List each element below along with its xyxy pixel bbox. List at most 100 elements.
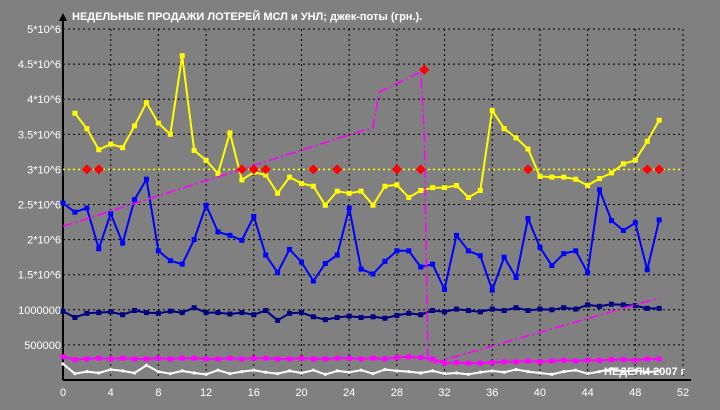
data-point bbox=[287, 174, 293, 180]
data-point bbox=[430, 185, 436, 191]
data-point bbox=[120, 355, 126, 361]
data-point bbox=[383, 367, 387, 372]
data-point bbox=[656, 356, 662, 362]
data-point bbox=[526, 369, 530, 374]
data-point bbox=[61, 362, 65, 366]
data-point bbox=[298, 259, 304, 265]
data-point bbox=[109, 367, 113, 372]
data-point bbox=[394, 312, 400, 318]
data-point bbox=[310, 278, 316, 284]
data-point bbox=[525, 308, 531, 314]
data-point bbox=[251, 213, 257, 219]
data-point bbox=[442, 372, 447, 376]
data-point bbox=[132, 123, 138, 129]
data-point bbox=[96, 355, 102, 361]
data-point bbox=[642, 164, 653, 175]
data-point bbox=[298, 355, 304, 361]
data-point bbox=[322, 317, 328, 323]
data-point bbox=[418, 355, 424, 361]
data-point bbox=[382, 315, 388, 321]
data-point bbox=[501, 308, 507, 314]
data-point bbox=[168, 372, 172, 376]
data-point bbox=[96, 310, 102, 316]
series-layer bbox=[60, 53, 683, 376]
data-point bbox=[236, 164, 247, 175]
data-point bbox=[346, 355, 352, 361]
data-point bbox=[264, 370, 268, 374]
data-point bbox=[167, 131, 173, 137]
data-point bbox=[537, 244, 543, 250]
data-point bbox=[132, 308, 138, 314]
data-point bbox=[263, 355, 269, 361]
tick-labels: 500000 1000000 1.5*10^6 2*10^6 2.5*10^6 3*10^… bbox=[18, 24, 689, 399]
data-point bbox=[179, 261, 185, 267]
data-point bbox=[430, 308, 436, 314]
data-point bbox=[597, 176, 603, 182]
data-point bbox=[121, 369, 125, 373]
data-point bbox=[501, 359, 507, 365]
data-point bbox=[132, 371, 137, 375]
data-point bbox=[252, 368, 256, 372]
series-6 bbox=[62, 71, 660, 365]
data-point bbox=[537, 306, 543, 312]
x-tick-label: 12 bbox=[200, 387, 212, 399]
data-point bbox=[561, 174, 567, 180]
data-point bbox=[562, 369, 566, 374]
data-point bbox=[382, 356, 388, 362]
data-point bbox=[60, 308, 66, 314]
data-point bbox=[60, 200, 66, 206]
data-point bbox=[465, 248, 471, 254]
data-point bbox=[144, 363, 149, 367]
data-point bbox=[346, 205, 352, 211]
data-point bbox=[72, 209, 78, 215]
data-point bbox=[371, 372, 375, 376]
data-point bbox=[93, 164, 104, 175]
y-tick-label: 1.5*10^6 bbox=[18, 270, 61, 282]
data-point bbox=[573, 358, 579, 364]
data-point bbox=[84, 310, 90, 316]
data-point bbox=[585, 357, 591, 363]
data-point bbox=[248, 164, 259, 175]
data-point bbox=[346, 313, 352, 319]
data-point bbox=[654, 164, 665, 175]
x-tick-label: 24 bbox=[343, 387, 355, 399]
y-tick-label: 3*10^6 bbox=[27, 164, 61, 176]
data-point bbox=[143, 100, 149, 106]
data-point bbox=[180, 369, 184, 373]
data-point bbox=[308, 164, 319, 175]
data-point bbox=[620, 302, 626, 308]
data-point bbox=[621, 369, 625, 374]
data-point bbox=[609, 367, 614, 371]
data-point bbox=[275, 270, 281, 276]
data-point bbox=[227, 130, 233, 136]
data-point bbox=[442, 309, 448, 315]
data-point bbox=[299, 371, 304, 375]
data-point bbox=[143, 176, 149, 182]
data-point bbox=[334, 355, 340, 361]
y-tick-label: 2.5*10^6 bbox=[18, 200, 61, 212]
data-point bbox=[585, 270, 591, 276]
y-tick-label: 3.5*10^6 bbox=[18, 129, 61, 141]
data-point bbox=[108, 356, 114, 362]
data-point bbox=[215, 356, 221, 362]
data-point bbox=[240, 369, 244, 374]
data-point bbox=[358, 188, 364, 194]
data-point bbox=[477, 309, 483, 315]
data-point bbox=[391, 164, 402, 175]
data-point bbox=[179, 310, 185, 316]
data-point bbox=[418, 187, 424, 193]
data-point bbox=[478, 370, 482, 374]
data-point bbox=[167, 308, 173, 314]
data-point bbox=[358, 266, 364, 272]
data-point bbox=[310, 183, 316, 189]
data-point bbox=[608, 301, 614, 307]
data-point bbox=[191, 305, 197, 311]
data-point bbox=[632, 220, 638, 226]
data-point bbox=[574, 368, 578, 372]
data-point bbox=[120, 312, 126, 318]
data-point bbox=[335, 369, 339, 373]
data-point bbox=[453, 232, 459, 238]
y-tick-label: 4*10^6 bbox=[27, 94, 61, 106]
data-point bbox=[108, 211, 114, 217]
data-point bbox=[227, 232, 233, 238]
